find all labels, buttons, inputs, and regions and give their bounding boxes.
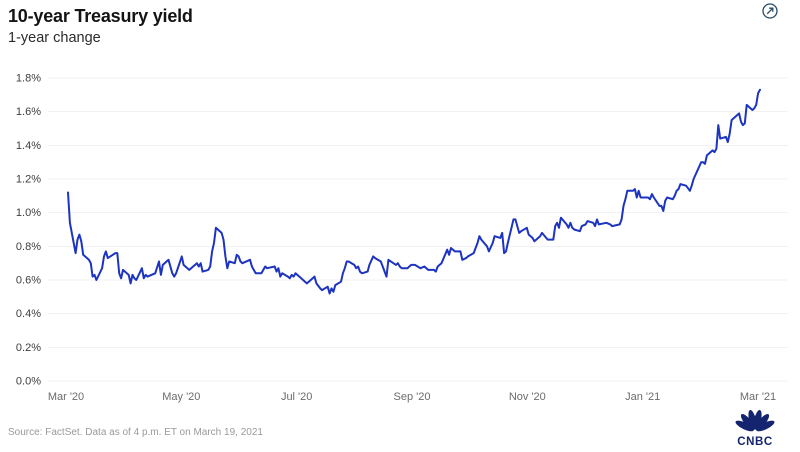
y-axis-label: 0.2% [16,342,41,354]
cnbc-logo-text: CNBC [737,436,773,448]
y-axis-label: 0.0% [16,376,41,388]
y-axis-label: 1.2% [16,174,41,186]
yield-line-series [67,88,761,295]
chart-subtitle: 1-year change [8,30,101,46]
y-axis-label: 1.0% [16,207,41,219]
cnbc-logo: CNBC [735,410,775,448]
y-axis-label: 1.4% [16,140,41,152]
x-axis-label: Mar '21 [740,391,776,403]
y-axis-label: 1.8% [16,73,41,85]
x-axis-label: Mar '20 [48,391,84,403]
x-axis-label: Sep '20 [394,391,431,403]
chart-title: 10-year Treasury yield [8,6,193,26]
y-axis-label: 0.8% [16,241,41,253]
y-axis-label: 0.6% [16,275,41,287]
source-note: Source: FactSet. Data as of 4 p.m. ET on… [8,427,263,438]
x-axis-label: Jul '20 [281,391,312,403]
expand-chart-icon[interactable] [760,2,780,22]
x-axis-label: May '20 [162,391,200,403]
y-axis-label: 0.4% [16,308,41,320]
expand-icon-glyph [762,3,778,19]
y-axis-label: 1.6% [16,106,41,118]
x-axis-label: Jan '21 [625,391,660,403]
cnbc-peacock-icon [735,410,775,432]
x-axis-label: Nov '20 [509,391,546,403]
